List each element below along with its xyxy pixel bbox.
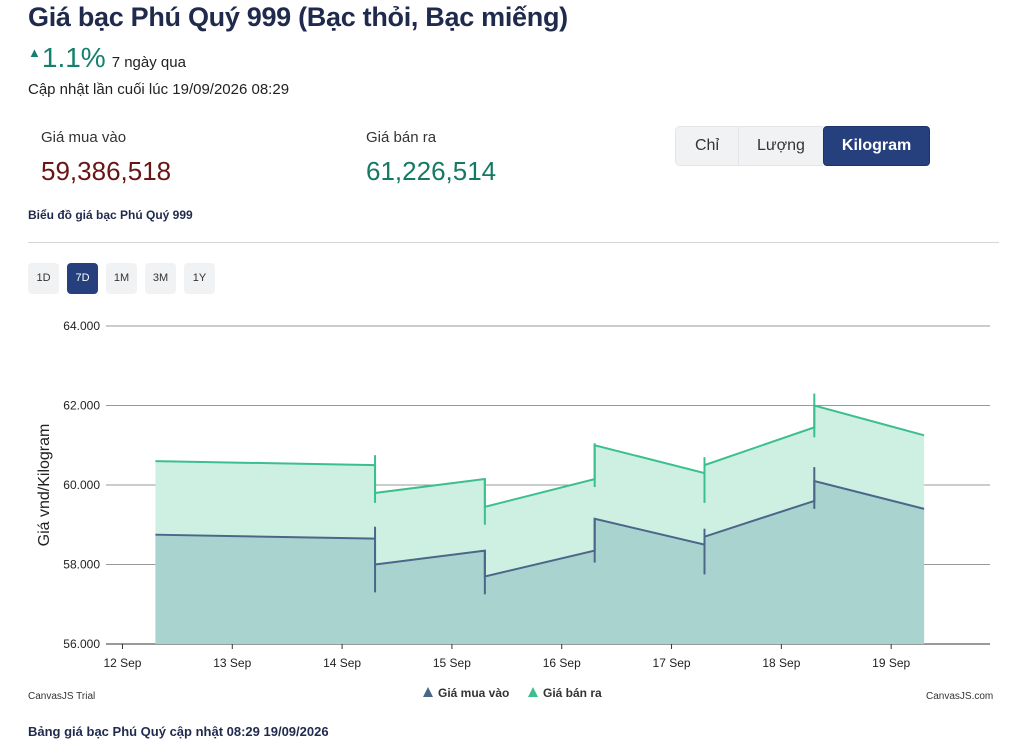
up-arrow-icon: ▲ xyxy=(28,45,41,60)
legend-buy-icon xyxy=(423,687,433,697)
x-tick-label: 17 Sep xyxy=(653,656,691,670)
x-tick-label: 15 Sep xyxy=(433,656,471,670)
chart-credit-left: CanvasJS Trial xyxy=(28,691,96,702)
y-tick-label: 58.000 xyxy=(63,558,100,572)
legend-sell-icon xyxy=(528,687,538,697)
x-tick-label: 12 Sep xyxy=(103,656,141,670)
unit-tabs: Chỉ Lượng Kilogram xyxy=(675,126,931,166)
price-chart: 56.000 58.000 60.000 62.000 64.000 12 Sep 13 S… xyxy=(36,319,990,700)
divider xyxy=(28,242,999,243)
y-tick-label: 64.000 xyxy=(63,319,100,333)
range-tab-1y[interactable]: 1Y xyxy=(184,263,215,294)
x-tick-label: 13 Sep xyxy=(213,656,251,670)
x-tick-label: 16 Sep xyxy=(543,656,581,670)
y-tick-label: 62.000 xyxy=(63,399,100,413)
legend-buy-label: Giá mua vào xyxy=(438,686,509,700)
chart-heading: Biểu đồ giá bạc Phú Quý 999 xyxy=(28,208,193,222)
y-tick-label: 56.000 xyxy=(63,637,100,651)
page-title: Giá bạc Phú Quý 999 (Bạc thỏi, Bạc miếng… xyxy=(28,2,568,32)
buy-price-label: Giá mua vào xyxy=(41,129,127,146)
change-percent: 1.1% xyxy=(41,42,106,73)
sell-price-label: Giá bán ra xyxy=(366,129,437,146)
footer-note: Bảng giá bạc Phú Quý cập nhật 08:29 19/0… xyxy=(28,724,329,739)
sell-price-value: 61,226,514 xyxy=(366,156,497,186)
price-change: ▲ 1.1% 7 ngày qua xyxy=(28,42,186,74)
buy-price-value: 59,386,518 xyxy=(41,156,172,186)
x-tick-label: 18 Sep xyxy=(762,656,800,670)
unit-tab-kilogram[interactable]: Kilogram xyxy=(822,126,931,166)
x-tick-label: 14 Sep xyxy=(323,656,361,670)
y-axis-title: Giá vnd/Kilogram xyxy=(36,424,53,547)
range-tab-1d[interactable]: 1D xyxy=(28,263,59,294)
x-tick-label: 19 Sep xyxy=(872,656,910,670)
range-tab-1m[interactable]: 1M xyxy=(106,263,137,294)
chart-credit-right[interactable]: CanvasJS.com xyxy=(926,691,994,702)
buy-area xyxy=(155,481,925,644)
change-period: 7 ngày qua xyxy=(111,54,186,71)
range-tab-7d[interactable]: 7D xyxy=(67,263,98,294)
range-tabs: 1D 7D 1M 3M 1Y xyxy=(28,263,215,294)
unit-tab-chi[interactable]: Chỉ xyxy=(675,126,739,166)
y-tick-label: 60.000 xyxy=(63,478,100,492)
last-updated: Cập nhật lần cuối lúc 19/09/2026 08:29 xyxy=(28,81,290,98)
range-tab-3m[interactable]: 3M xyxy=(145,263,176,294)
unit-tab-luong[interactable]: Lượng xyxy=(739,126,823,166)
legend-sell-label: Giá bán ra xyxy=(543,686,602,700)
